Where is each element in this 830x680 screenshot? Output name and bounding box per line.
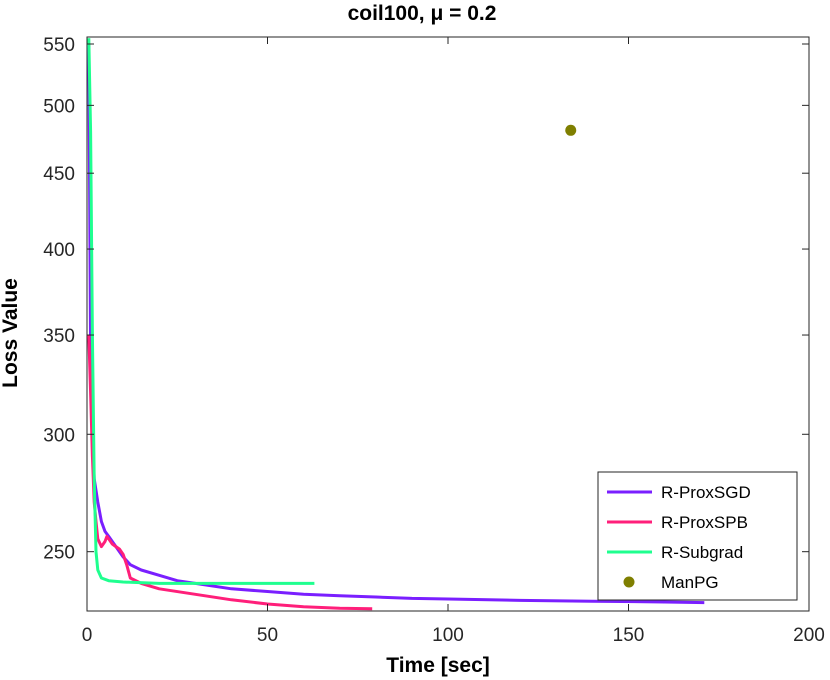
- legend-label: ManPG: [661, 573, 719, 592]
- legend-swatch-marker: [623, 576, 635, 588]
- x-axis-label: Time [sec]: [386, 654, 490, 677]
- x-tick-label: 50: [257, 625, 278, 646]
- legend-label: R-Subgrad: [661, 543, 743, 562]
- legend-label: R-ProxSGD: [661, 483, 751, 502]
- series-layer: [87, 38, 705, 611]
- x-tick-label: 200: [793, 625, 825, 646]
- y-tick-label: 350: [43, 326, 75, 347]
- chart-title: coil100, μ = 0.2: [348, 2, 497, 25]
- x-tick-label: 150: [613, 625, 645, 646]
- y-tick-label: 550: [43, 35, 75, 56]
- y-tick-label: 300: [43, 425, 75, 446]
- series-point: [565, 124, 577, 136]
- legend: R-ProxSGD R-ProxSPB R-Subgrad ManPG: [597, 471, 798, 601]
- x-tick-label: 100: [432, 625, 464, 646]
- series-line: [87, 43, 705, 605]
- series-line: [87, 38, 315, 585]
- y-tick-label: 250: [43, 543, 75, 564]
- tick-layer: 0 50 100 150 200 250 300 350 400 450 500 550: [43, 35, 825, 646]
- y-tick-label: 450: [43, 164, 75, 185]
- x-tick-label: 0: [82, 625, 93, 646]
- y-tick-label: 400: [43, 240, 75, 261]
- legend-label: R-ProxSPB: [661, 513, 748, 532]
- y-axis-label: Loss Value: [0, 278, 22, 388]
- y-tick-label: 500: [43, 96, 75, 117]
